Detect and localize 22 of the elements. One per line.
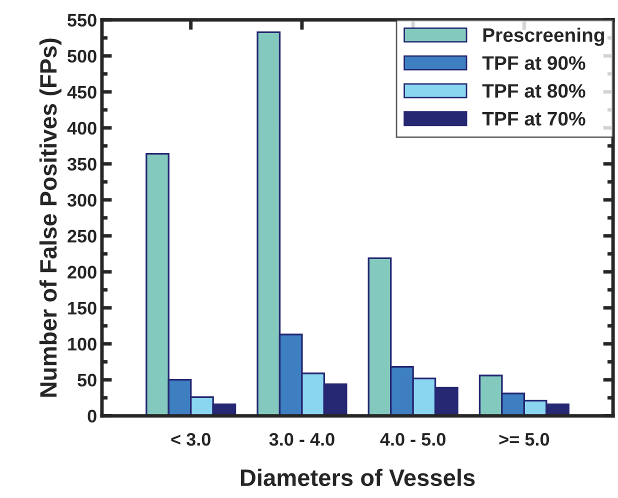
y-tick-label: 50 [78, 374, 96, 387]
y-tick-label: 350 [67, 158, 96, 171]
y-tick-label: 450 [67, 86, 96, 99]
x-tick-label: 4.0 - 5.0 [380, 432, 446, 446]
y-tick-label: 400 [67, 122, 96, 135]
legend-label: TPF at 70% [482, 112, 586, 126]
legend-label: TPF at 80% [482, 84, 586, 98]
x-tick-label: >= 5.0 [499, 432, 550, 446]
y-tick-label: 500 [68, 50, 96, 63]
y-tick-label: 0 [88, 410, 96, 423]
legend-label: Prescreening [483, 28, 604, 46]
y-tick-label: 100 [68, 338, 96, 351]
y-axis-title: Number of False Positives (FPs) [39, 38, 62, 397]
y-tick-label: 300 [67, 194, 96, 207]
x-axis-title: Diameters of Vessels [240, 468, 475, 486]
y-tick-label: 200 [68, 266, 96, 279]
x-tick-label: < 3.0 [171, 432, 210, 446]
legend-label: TPF at 90% [482, 56, 586, 70]
x-tick-label: 3.0 - 4.0 [269, 432, 334, 446]
y-tick-label: 550 [68, 14, 96, 27]
y-tick-label: 250 [68, 230, 96, 243]
y-tick-label: 150 [68, 302, 96, 315]
